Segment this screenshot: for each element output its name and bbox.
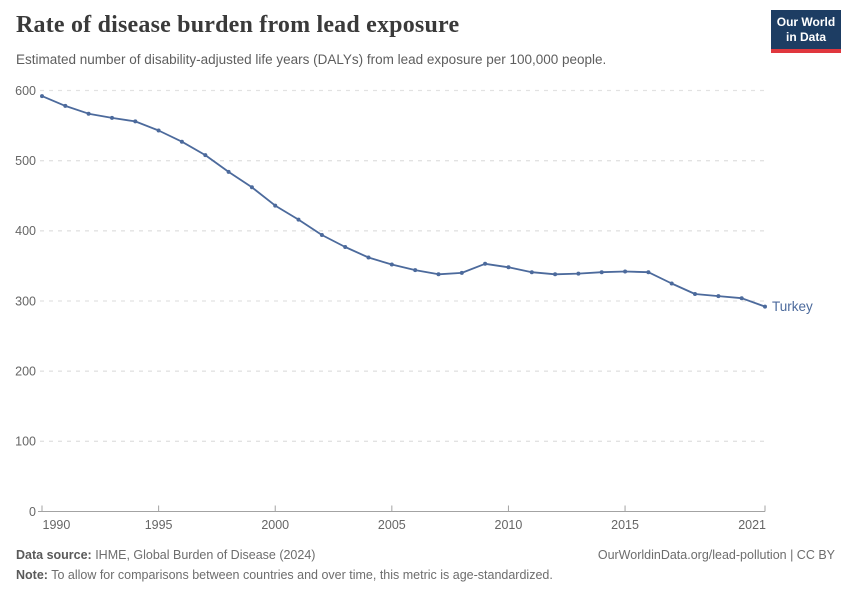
page-title: Rate of disease burden from lead exposur…	[16, 12, 460, 38]
data-point-marker	[249, 185, 254, 190]
data-point-marker	[226, 169, 231, 174]
data-point-marker	[110, 115, 114, 120]
footer-url-link[interactable]: OurWorldinData.org/lead-pollution | CC B…	[597, 548, 835, 562]
data-point-marker	[40, 94, 44, 99]
owid-logo-line1: Our World	[776, 15, 836, 30]
data-point-marker	[413, 268, 418, 273]
data-point-marker	[576, 271, 581, 276]
note-text: To allow for comparisons between countri…	[47, 568, 553, 582]
data-point-marker	[343, 245, 348, 249]
x-axis-tick-label: 1995	[145, 518, 173, 532]
footer-data-source: Data source: IHME, Global Burden of Dise…	[16, 548, 315, 562]
x-axis-tick-label: 2000	[261, 518, 289, 532]
data-point-marker	[693, 292, 697, 296]
x-axis-tick-label: 2010	[495, 518, 523, 532]
data-point-marker	[669, 281, 674, 286]
data-point-marker	[133, 119, 138, 124]
data-point-marker	[296, 217, 301, 222]
data-point-marker	[739, 296, 744, 301]
y-axis-tick-label: 500	[15, 154, 36, 168]
y-axis-tick-label: 400	[15, 224, 36, 238]
data-point-marker	[389, 262, 394, 267]
data-point-marker	[156, 128, 161, 133]
y-axis-tick-label: 600	[15, 84, 36, 98]
data-point-marker	[553, 272, 558, 277]
data-point-marker	[483, 261, 488, 266]
data-point-marker	[203, 153, 208, 158]
data-point-marker	[273, 203, 278, 208]
owid-logo[interactable]: Our World in Data	[771, 10, 841, 53]
data-point-marker	[86, 111, 91, 116]
series-end-label: Turkey	[772, 299, 813, 314]
x-axis-tick-label: 1990	[43, 518, 71, 532]
data-point-marker	[599, 270, 604, 275]
chart-subtitle: Estimated number of disability-adjusted …	[16, 52, 607, 67]
y-axis-tick-label: 100	[15, 435, 36, 449]
y-axis-tick-label: 200	[15, 364, 36, 378]
data-point-marker	[763, 304, 767, 309]
data-point-marker	[459, 270, 464, 275]
data-point-marker	[366, 255, 371, 260]
data-point-marker	[506, 265, 511, 270]
data-point-marker	[436, 272, 441, 277]
data-point-marker	[179, 139, 184, 144]
series-turkey[interactable]: Turkey	[40, 94, 813, 314]
y-axis-tick-label: 0	[29, 505, 36, 519]
note-label: Note:	[16, 568, 48, 582]
data-point-marker	[319, 233, 324, 237]
footer-note: Note: To allow for comparisons between c…	[16, 568, 553, 582]
data-point-marker	[529, 270, 534, 275]
y-axis-tick-label: 300	[15, 294, 36, 308]
series-line	[41, 95, 766, 308]
data-source-label: Data source:	[16, 548, 92, 562]
x-axis-tick-label: 2021	[738, 518, 766, 532]
x-axis-tick-label: 2015	[611, 518, 639, 532]
data-point-marker	[646, 270, 651, 275]
x-axis-tick-label: 2005	[378, 518, 406, 532]
data-point-marker	[716, 294, 721, 299]
data-source-text: IHME, Global Burden of Disease (2024)	[91, 548, 316, 562]
owid-logo-line2: in Data	[785, 29, 826, 44]
data-point-marker	[623, 269, 628, 274]
data-point-marker	[63, 103, 68, 108]
